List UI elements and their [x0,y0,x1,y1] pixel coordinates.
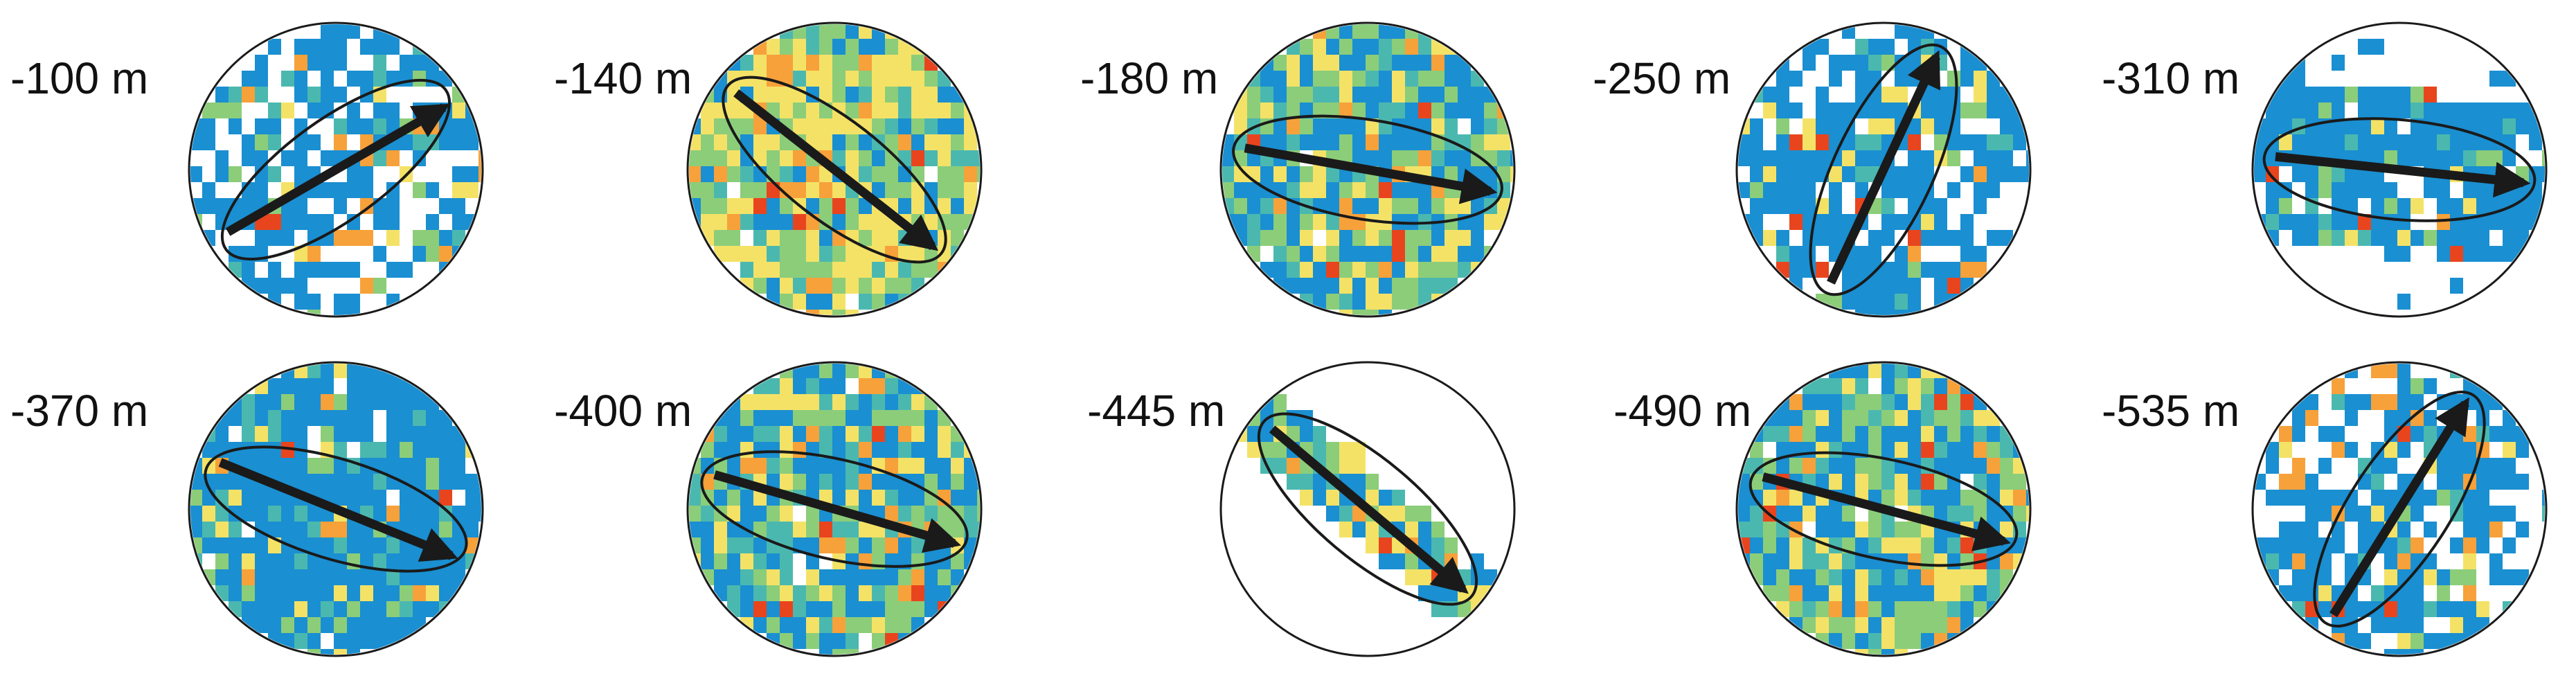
frequency-grid [1222,24,1513,315]
depth-label: -370 m [10,386,148,436]
depth-label: -310 m [2102,53,2239,103]
stereonet-circle [1219,361,1516,657]
anisotropy-ellipse [2262,117,2537,222]
stereonet-circle [686,361,983,657]
depth-label: -250 m [1593,53,1730,103]
anisotropy-ellipse [2313,391,2486,628]
rose-panel: -490 m [1613,361,2032,657]
stereonet-circle [1735,361,2032,657]
stereonet-circle [188,21,484,318]
orientation-arrow [1762,472,2011,551]
anisotropy-ellipse [204,445,468,573]
anisotropy-ellipse [1257,412,1478,606]
depth-label: -490 m [1613,386,1751,436]
depth-label: -400 m [554,386,692,436]
depth-label: -445 m [1087,386,1225,436]
rose-panel: -400 m [554,361,983,657]
orientation-arrow [218,458,458,562]
anisotropy-ellipse [1232,114,1503,225]
stereonet-circle [2251,361,2548,657]
frequency-grid [689,24,980,315]
stereonet-circle [1735,21,2032,318]
rose-panel: -250 m [1593,21,2032,318]
rose-panel: -100 m [10,21,484,318]
anisotropy-ellipse [700,450,969,568]
depth-label: -140 m [554,53,692,103]
frequency-grid [190,24,481,315]
rose-panel: -370 m [10,361,484,657]
stereonet-circle [188,361,484,657]
anisotropy-ellipse [220,78,451,261]
orientation-arrow [2329,397,2469,618]
anisotropy-ellipse [1748,451,2019,567]
rose-panel: -535 m [2102,361,2548,657]
rose-panel: -445 m [1087,361,1516,657]
orientation-arrow [713,470,962,553]
orientation-arrow [2275,152,2531,198]
frequency-grid [2254,364,2545,655]
orientation-arrow [1244,143,1498,204]
orientation-arrow [1269,425,1469,594]
rose-panel: -310 m [2102,21,2548,318]
frequency-grid [1738,24,2029,315]
anisotropy-ellipse [722,75,947,264]
orientation-arrow [1827,50,1941,285]
orientation-arrow [225,103,450,236]
stereonet-circle [686,21,983,318]
orientation-arrow [733,89,939,251]
rose-panel: -140 m [554,21,983,318]
rose-panel: -180 m [1080,21,1516,318]
stereonet-circle [1219,21,1516,318]
anisotropy-ellipse [1809,43,1958,296]
depth-label: -535 m [2102,386,2239,436]
stereonet-circle [2251,21,2548,318]
depth-label: -100 m [10,53,148,103]
depth-label: -180 m [1080,53,1218,103]
